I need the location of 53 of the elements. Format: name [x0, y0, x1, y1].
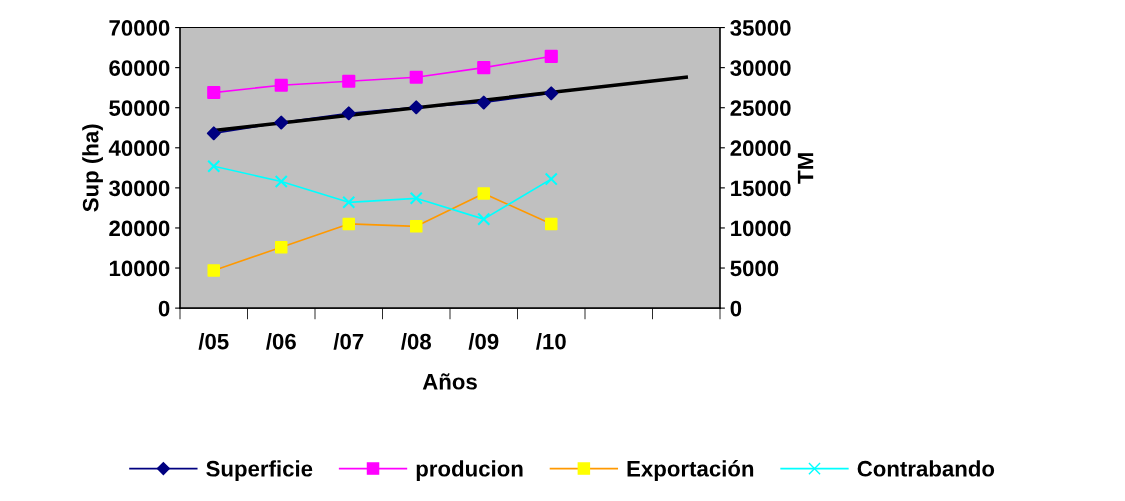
- point: [544, 217, 558, 231]
- point: [206, 126, 221, 141]
- point: [274, 78, 288, 92]
- point: [477, 61, 491, 75]
- point: [274, 240, 288, 254]
- point: [342, 74, 356, 88]
- y2-tick-label: 25000: [730, 100, 791, 116]
- point: [544, 49, 558, 64]
- y2-tick-label: 30000: [730, 60, 791, 76]
- point: [207, 264, 221, 277]
- point: [477, 212, 491, 226]
- y-axis-title: Sup (ha): [82, 124, 103, 212]
- y-tick-label: 20000: [109, 220, 170, 237]
- y-tick-label: 30000: [109, 180, 170, 197]
- y2-tick-label: 20000: [730, 140, 791, 157]
- y-tick-label: 70000: [109, 20, 170, 36]
- x-tick-label: /08: [401, 333, 432, 350]
- y2-tick-label: 15000: [731, 180, 791, 197]
- y-tick-label: 60000: [109, 60, 170, 76]
- point: [477, 187, 491, 200]
- x-axis-title: Años: [422, 373, 477, 390]
- y2-tick-label: 35000: [730, 20, 791, 36]
- point: [274, 174, 288, 189]
- legend-label: Superficie: [206, 460, 313, 481]
- point: [342, 217, 356, 231]
- y2-axis-title: TM: [797, 153, 814, 184]
- point: [409, 70, 423, 84]
- y2-tick-label: 5000: [730, 260, 779, 277]
- point: [409, 191, 423, 205]
- legend-label: Exportación: [627, 460, 754, 481]
- legend-label: Contrabando: [857, 460, 995, 477]
- point: [274, 115, 289, 130]
- y-tick-label: 10000: [109, 260, 170, 277]
- point: [544, 86, 559, 101]
- y2-tick-label: 0: [730, 300, 742, 317]
- point: [544, 172, 558, 186]
- legend-label: producion: [416, 460, 523, 481]
- point: [409, 220, 423, 233]
- y-tick-label: 0: [158, 300, 170, 317]
- point: [341, 106, 356, 121]
- x-tick-label: /05: [198, 333, 229, 350]
- x-tick-label: /10: [536, 333, 566, 350]
- y-tick-label: 50000: [109, 100, 170, 116]
- y2-tick-label: 10000: [731, 220, 791, 237]
- point: [409, 100, 424, 115]
- x-tick-label: /09: [468, 333, 499, 350]
- x-tick-label: /07: [333, 333, 364, 350]
- y-tick-label: 40000: [108, 140, 170, 157]
- point: [207, 85, 221, 100]
- point: [476, 95, 491, 110]
- x-tick-label: /06: [266, 333, 296, 350]
- point: [207, 159, 221, 173]
- point: [342, 195, 356, 209]
